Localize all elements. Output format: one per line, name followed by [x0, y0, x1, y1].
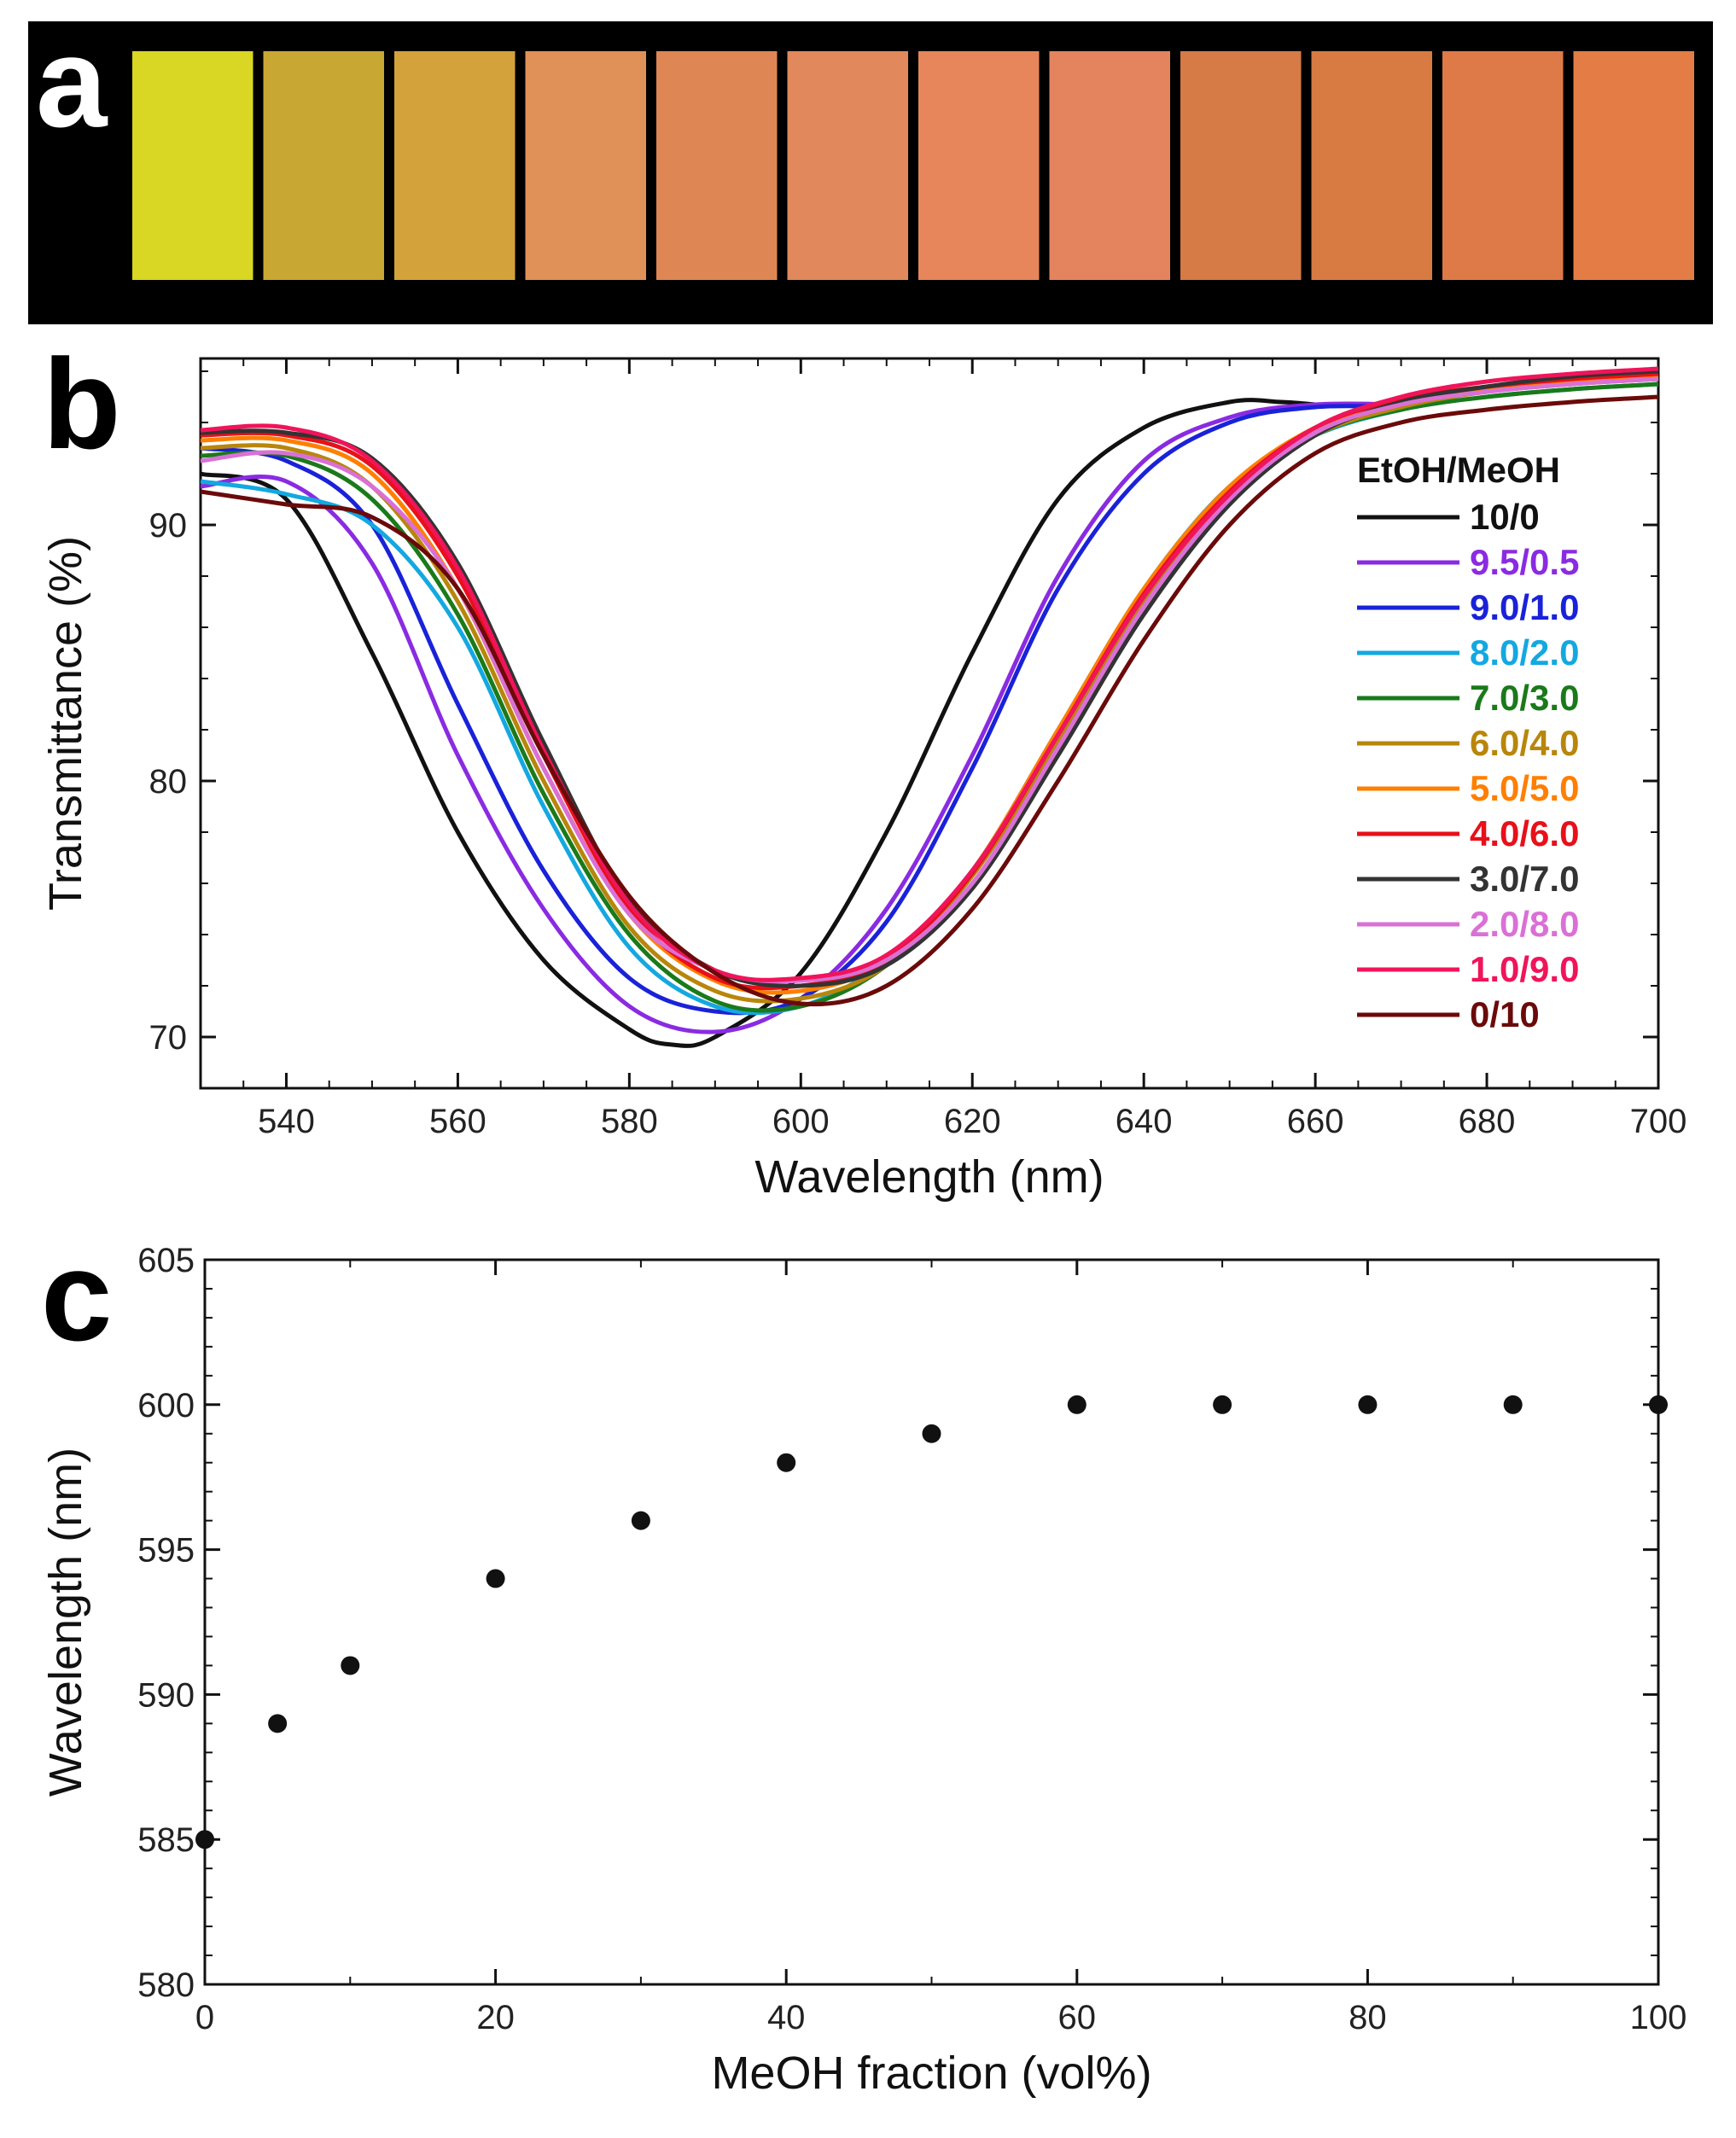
panel-b: b 540 560 580 600 620 640 660 680 700 70 80 90 Wavel…: [40, 332, 1686, 1203]
data-point: [922, 1424, 941, 1443]
plot-frame: [203, 1258, 1660, 1986]
y-tick-label: 80: [149, 763, 188, 801]
film-sample-3: [394, 51, 516, 280]
x-tick-label: 640: [1116, 1103, 1173, 1140]
film-sample-12: [1573, 51, 1694, 280]
y-tick-label: 600: [137, 1387, 195, 1424]
data-point: [1067, 1395, 1086, 1414]
x-tick-label: 560: [429, 1103, 486, 1140]
y-tick-label: 605: [137, 1242, 195, 1279]
legend-label: 3.0/7.0: [1470, 859, 1579, 899]
film-sample-6: [787, 51, 908, 280]
legend-label: 5.0/5.0: [1470, 768, 1579, 808]
x-tick-label: 680: [1459, 1103, 1516, 1140]
x-tick-label: 100: [1630, 1999, 1687, 2036]
series-line-8: [200, 371, 1659, 991]
legend-label: 4.0/6.0: [1470, 813, 1579, 853]
film-sample-1: [132, 51, 253, 280]
data-point: [1213, 1395, 1232, 1414]
y-tick-label: 595: [137, 1532, 195, 1570]
x-tick-label: 20: [476, 1999, 515, 2036]
film-sample-11: [1442, 51, 1564, 280]
data-point: [1649, 1395, 1668, 1414]
series-line-9: [200, 369, 1659, 988]
legend-label: 9.0/1.0: [1470, 587, 1579, 627]
y-axis-title: Wavelength (nm): [40, 1448, 91, 1797]
x-tick-label: 60: [1058, 1999, 1097, 2036]
legend-label: 6.0/4.0: [1470, 723, 1579, 763]
data-point: [631, 1511, 650, 1530]
film-sample-4: [525, 51, 646, 280]
x-axis-title: MeOH fraction (vol%): [711, 2048, 1151, 2099]
x-tick-label: 600: [772, 1103, 830, 1140]
data-point: [1503, 1395, 1523, 1414]
data-point: [268, 1714, 288, 1733]
x-tick-label: 620: [944, 1103, 1001, 1140]
data-point: [195, 1830, 214, 1850]
film-sample-10: [1311, 51, 1432, 280]
legend-label: 0/10: [1470, 994, 1540, 1034]
film-sample-2: [263, 51, 384, 280]
legend-title: EtOH/MeOH: [1357, 450, 1560, 490]
panel-c-letter: c: [41, 1224, 112, 1367]
legend-label: 1.0/9.0: [1470, 949, 1579, 989]
y-tick-label: 585: [137, 1821, 195, 1859]
legend-label: 10/0: [1470, 497, 1540, 537]
film-sample-7: [918, 51, 1040, 280]
film-samples: [132, 51, 1694, 280]
panel-a: a: [28, 10, 1713, 324]
data-point: [1358, 1395, 1378, 1414]
x-tick-label: 0: [195, 1999, 214, 2036]
film-sample-8: [1049, 51, 1170, 280]
legend-label: 2.0/8.0: [1470, 904, 1579, 944]
data-point: [341, 1656, 360, 1675]
x-tick-label: 540: [258, 1103, 315, 1140]
x-tick-label: 80: [1349, 1999, 1387, 2036]
x-tick-label: 700: [1630, 1103, 1687, 1140]
data-point: [777, 1453, 796, 1472]
legend-label: 7.0/3.0: [1470, 678, 1579, 718]
y-tick-label: 70: [149, 1019, 188, 1057]
y-tick-label: 90: [149, 507, 188, 545]
panel-c: c 0 20 40 60 80 100 580 585 590 595 600 605 MeOH fra…: [40, 1224, 1686, 2099]
y-tick-label: 590: [137, 1676, 195, 1714]
panel-b-letter: b: [43, 332, 121, 475]
series-line-11: [200, 366, 1659, 982]
y-axis-title: Transmittance (%): [40, 536, 91, 911]
panel-a-letter: a: [36, 10, 108, 154]
film-sample-9: [1180, 51, 1302, 280]
film-sample-5: [656, 51, 778, 280]
legend-label: 9.5/0.5: [1470, 542, 1579, 582]
x-tick-label: 660: [1287, 1103, 1344, 1140]
y-tick-label: 580: [137, 1966, 195, 2004]
x-tick-label: 580: [601, 1103, 658, 1140]
data-point: [486, 1569, 505, 1588]
x-axis-title: Wavelength (nm): [754, 1151, 1104, 1203]
chart-peak-wavelength: 0 20 40 60 80 100 580 585 590 595 600 605 MeOH fract…: [40, 1242, 1686, 2099]
series-line-12: [200, 394, 1659, 1007]
legend-label: 8.0/2.0: [1470, 632, 1579, 673]
x-tick-label: 40: [767, 1999, 806, 2036]
chart-transmittance: 540 560 580 600 620 640 660 680 700 70 80 90 Wavelen…: [40, 357, 1687, 1203]
